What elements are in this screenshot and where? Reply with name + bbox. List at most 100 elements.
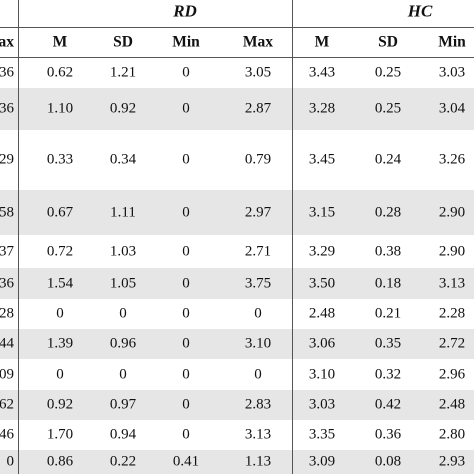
table-cell: 0.94 [109, 426, 137, 443]
table-cell: 0 [182, 396, 190, 413]
table-cell: 0 [182, 335, 190, 352]
table-cell: 37 [0, 243, 14, 259]
table-cell: 3.03 [308, 396, 336, 413]
table-cell: 58 [0, 204, 14, 220]
table-cell: 0 [182, 151, 190, 168]
table-cell: 1.03 [109, 243, 137, 259]
table-cell: 3.35 [308, 426, 336, 443]
table-cell: 0.96 [109, 335, 137, 352]
row-shade [0, 390, 474, 420]
table-cell: 09 [0, 366, 14, 382]
table-cell: 0.79 [244, 151, 272, 168]
table-cell: 0.62 [46, 64, 74, 80]
table-cell: 0 [56, 305, 64, 322]
table-cell: 0.32 [374, 366, 402, 382]
vertical-rule [292, 0, 293, 474]
table-cell: 29 [0, 151, 14, 168]
group-header: RD [173, 1, 197, 21]
table-cell: 2.72 [438, 335, 466, 352]
table-cell: 3.43 [308, 64, 336, 80]
row-shade [0, 329, 474, 359]
table-cell: 46 [0, 426, 14, 443]
table-cell: 2.83 [244, 396, 272, 413]
table-cell: 3.06 [308, 335, 336, 352]
column-header: M [314, 33, 330, 51]
table-cell: 2.80 [438, 426, 466, 443]
table-cell: 0 [182, 204, 190, 220]
table-cell: 0 [119, 305, 127, 322]
table-cell: 2.97 [244, 204, 272, 220]
row-shade [0, 88, 474, 130]
table-cell: 0.24 [374, 151, 402, 168]
table-cell: 2.90 [438, 243, 466, 259]
table-cell: 1.54 [46, 275, 74, 291]
table-cell: 0 [6, 453, 15, 470]
table-cell: 0 [182, 100, 190, 117]
table-cell: 3.03 [438, 64, 466, 80]
header-rule [0, 27, 474, 28]
table-cell: 0 [182, 366, 190, 382]
table-cell: 2.28 [438, 305, 466, 322]
table-cell: 2.96 [438, 366, 466, 382]
header-rule [0, 57, 474, 58]
table-cell: 3.05 [244, 64, 272, 80]
table-cell: 2.48 [308, 305, 336, 322]
table-cell: 3.13 [244, 426, 272, 443]
table-cell: 3.29 [308, 243, 336, 259]
table-cell: 0.92 [109, 100, 137, 117]
column-header: Min [172, 33, 200, 51]
table-cell: 0.08 [374, 453, 402, 470]
table-cell: 36 [0, 100, 14, 117]
table-cell: 0.72 [46, 243, 74, 259]
column-header: Max [242, 33, 274, 51]
table-cell: 2.71 [244, 243, 272, 259]
group-header: HC [407, 1, 433, 21]
table-cell: 36 [0, 275, 14, 291]
table-cell: 0 [254, 366, 262, 382]
table-cell: 3.26 [438, 151, 466, 168]
table-cell: 3.04 [438, 100, 466, 117]
table-cell: 0.33 [46, 151, 74, 168]
table-cell: 0.36 [374, 426, 402, 443]
table-cell: 0.34 [109, 151, 137, 168]
table-cell: 3.09 [308, 453, 336, 470]
table-cell: 3.75 [244, 275, 272, 291]
table-cell: 0 [182, 64, 190, 80]
column-header: Min [438, 33, 466, 51]
table-cell: 1.11 [110, 204, 136, 220]
table-cell: 0.41 [172, 453, 200, 470]
table-cell: 2.48 [438, 396, 466, 413]
table-cell: 0 [254, 305, 262, 322]
table-cell: 0.38 [374, 243, 402, 259]
table-cell: 0 [182, 243, 190, 259]
column-header: ax [0, 33, 14, 51]
table-cell: 2.93 [438, 453, 466, 470]
table-cell: 0 [182, 426, 190, 443]
table-cell: 0.86 [46, 453, 74, 470]
table-cell: 1.70 [46, 426, 74, 443]
table-cell: 3.50 [308, 275, 336, 291]
column-header: SD [378, 33, 398, 51]
row-shade [0, 450, 474, 474]
table-cell: 3.45 [308, 151, 336, 168]
table-cell: 0.67 [46, 204, 74, 220]
table-cell: 1.05 [109, 275, 137, 291]
table-cell: 1.39 [46, 335, 74, 352]
table-cell: 0.25 [374, 64, 402, 80]
table-cell: 3.10 [244, 335, 272, 352]
vertical-rule [18, 0, 19, 474]
table-cell: 2.87 [244, 100, 272, 117]
table-cell: 0 [182, 305, 190, 322]
table-cell: 0.21 [374, 305, 402, 322]
table-cell: 1.21 [109, 64, 137, 80]
table-cell: 0.18 [374, 275, 402, 291]
row-shade [0, 268, 474, 299]
table-cell: 0.35 [374, 335, 402, 352]
table-cell: 36 [0, 64, 14, 80]
table-cell: 28 [0, 305, 14, 322]
row-shade [0, 190, 474, 235]
table-cell: 44 [0, 335, 14, 352]
column-header: SD [113, 33, 133, 51]
table-cell: 1.13 [244, 453, 272, 470]
